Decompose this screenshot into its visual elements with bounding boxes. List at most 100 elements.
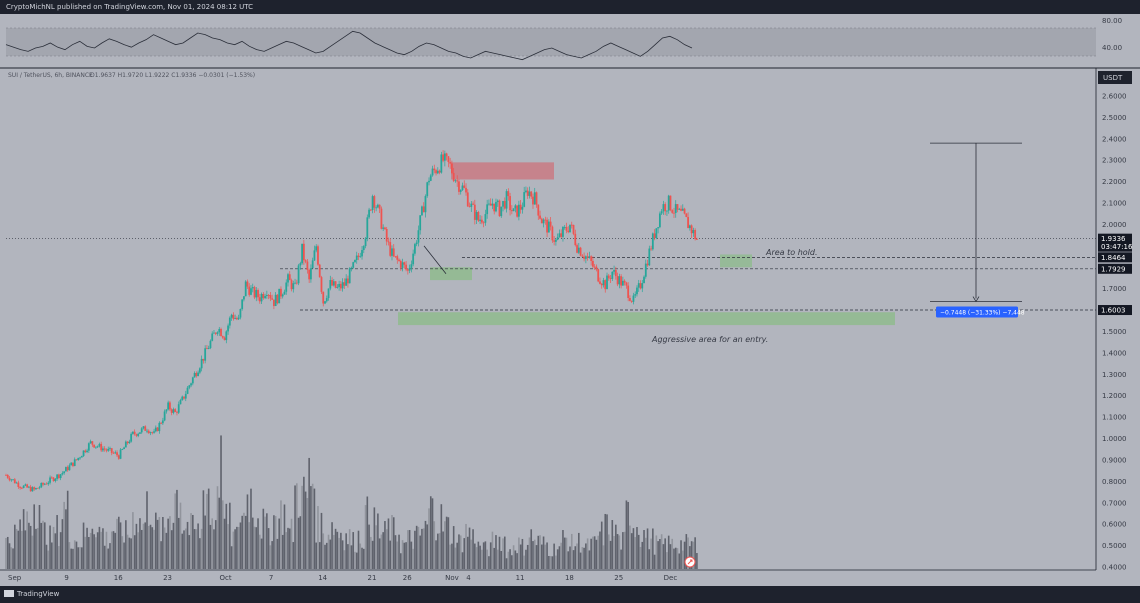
volume-bar (609, 540, 612, 569)
price-tick: 0.4000 (1102, 564, 1127, 572)
candle-body (438, 170, 441, 173)
volume-bar (426, 524, 429, 569)
candle-body (341, 282, 344, 289)
volume-bar (227, 524, 229, 569)
candle-body (228, 317, 231, 326)
candle-body (623, 280, 626, 283)
volume-bar (158, 517, 161, 569)
candle-body (273, 299, 275, 307)
volume-bar (273, 515, 275, 569)
candle-body (255, 290, 258, 298)
candle-body (65, 467, 67, 472)
candle-body (526, 190, 529, 196)
candle-body (28, 486, 30, 488)
candle-body (655, 228, 658, 239)
volume-bar (563, 537, 566, 569)
candle-body (198, 368, 201, 373)
volume-bar (343, 550, 346, 569)
volume-bar (378, 538, 381, 569)
candle-body (463, 185, 466, 188)
volume-bar (340, 532, 342, 569)
volume-bar (146, 491, 148, 569)
candle-body (419, 215, 422, 231)
currency-badge[interactable] (1098, 71, 1132, 84)
candle-body (223, 337, 226, 341)
candle-body (8, 477, 11, 481)
candle-body (38, 487, 41, 489)
volume-bar (539, 535, 541, 569)
candle-body (484, 214, 487, 223)
candle-body (412, 253, 415, 265)
candle-body (54, 478, 57, 482)
chart-panel[interactable]: 80.00 40.00 SUI / TetherUS, 6h, BINANCE … (0, 14, 1140, 586)
volume-bar (80, 547, 83, 569)
volume-bar (429, 496, 432, 569)
candle-body (371, 196, 374, 211)
volume-bar (197, 523, 199, 569)
volume-bar (592, 536, 594, 569)
candle-body (461, 185, 464, 191)
candle-body (13, 479, 16, 484)
candle-body (107, 448, 110, 451)
candle-body (195, 373, 198, 377)
candle-body (517, 204, 520, 217)
price-tick: 0.5000 (1102, 542, 1127, 550)
volume-bar (209, 524, 212, 569)
candle-body (553, 240, 556, 242)
volume-bar (40, 522, 43, 569)
volume-bar (68, 542, 71, 569)
volume-bar (541, 544, 543, 569)
time-axis[interactable]: Sep 9 16 23 Oct 7 14 21 26 Nov 4 11 18 25 Dec (8, 574, 677, 582)
candle-body (500, 206, 503, 217)
candle-body (364, 238, 367, 247)
volume-bar (160, 541, 162, 569)
candle-body (489, 203, 492, 206)
volume-bar (474, 543, 476, 569)
candle-body (84, 450, 87, 453)
candle-body (373, 196, 376, 208)
candle-body (512, 208, 515, 212)
volume-bar (535, 545, 538, 569)
candle-body (399, 260, 402, 268)
volume-bar (442, 531, 444, 569)
candle-body (396, 256, 399, 260)
candle-body (443, 153, 446, 161)
price-tick: 0.6000 (1102, 521, 1127, 529)
candle-body (151, 432, 154, 434)
volume-bar (137, 532, 139, 569)
volume-bar (437, 533, 439, 569)
measure-tool[interactable]: −0.7448 (−31.33%) −7,448 (930, 142, 1025, 318)
volume-bar (73, 540, 76, 569)
volume-bar (555, 555, 557, 569)
candle-body (75, 459, 78, 461)
volume-bar (301, 485, 303, 569)
volume-bar (14, 524, 16, 569)
candle-body (431, 168, 434, 176)
candle-body (149, 432, 152, 434)
volume-bar (285, 532, 288, 569)
time-tick: Sep (8, 574, 22, 582)
volume-bar (169, 516, 171, 569)
candle-body (50, 477, 53, 479)
candle-body (658, 213, 661, 228)
candle-body (188, 385, 191, 388)
volume-bar (410, 541, 413, 569)
volume-bar (297, 517, 300, 569)
jump-to-realtime-icon[interactable] (684, 556, 696, 568)
rsi-band (6, 28, 1096, 56)
chart-canvas[interactable]: 80.00 40.00 SUI / TetherUS, 6h, BINANCE … (0, 14, 1140, 586)
aggressive-zone (398, 312, 895, 326)
volume-bar (348, 529, 351, 569)
volume-bar (246, 494, 249, 569)
volume-bar (352, 532, 355, 569)
volume-bar (202, 490, 205, 569)
candle-body (540, 218, 543, 224)
candle-body (251, 287, 254, 289)
price-axis[interactable]: 2.6000 2.5000 2.4000 2.3000 2.2000 2.1000 2.00… (1102, 93, 1127, 572)
volume-bar (274, 516, 277, 569)
candle-body (297, 265, 300, 284)
candle-body (147, 430, 150, 434)
candle-body (480, 219, 483, 223)
candle-body (664, 204, 667, 212)
candle-body (694, 229, 697, 240)
